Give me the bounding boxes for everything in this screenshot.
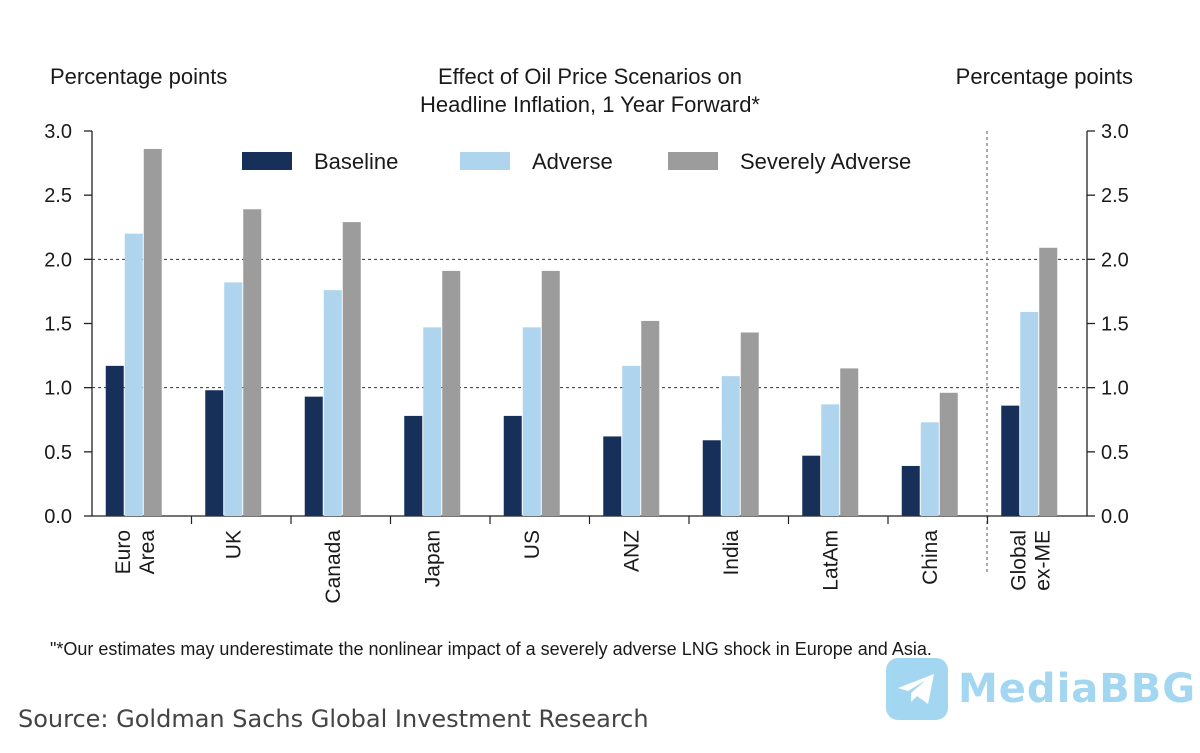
bar-severely-adverse — [939, 392, 958, 516]
category-label: US — [521, 530, 544, 559]
category-label: Canada — [322, 530, 345, 604]
bar-adverse — [423, 327, 442, 516]
bar-adverse — [920, 422, 939, 516]
y-tick-label-right: 0.5 — [1101, 442, 1129, 464]
category-label: LatAm — [819, 530, 842, 591]
bar-baseline — [1001, 405, 1020, 516]
legend-label: Baseline — [314, 149, 398, 174]
legend-swatch — [242, 152, 292, 170]
bar-adverse — [721, 376, 740, 516]
legend-label: Adverse — [532, 149, 613, 174]
category-label: India — [720, 530, 743, 576]
category-label: Global — [1007, 530, 1030, 591]
bar-baseline — [205, 390, 224, 516]
y-tick-label-left: 1.5 — [44, 314, 72, 336]
footnote: "*Our estimates may underestimate the no… — [50, 639, 932, 659]
category-label: China — [919, 530, 942, 585]
y-tick-label-left: 1.0 — [44, 378, 72, 400]
bar-severely-adverse — [740, 332, 759, 516]
bar-baseline — [802, 455, 821, 516]
bar-baseline — [404, 415, 423, 516]
bar-adverse — [622, 365, 641, 516]
watermark: MediaBBG — [886, 658, 1195, 722]
category-label: UK — [222, 530, 245, 559]
bar-adverse — [1020, 311, 1039, 516]
bar-severely-adverse — [442, 270, 461, 516]
bar-severely-adverse — [1039, 247, 1058, 517]
bar-severely-adverse — [541, 270, 560, 516]
chart: Percentage points Percentage points Effect… — [44, 64, 1133, 659]
bar-baseline — [105, 365, 124, 516]
bar-adverse — [224, 282, 243, 516]
watermark-text: MediaBBG — [958, 666, 1197, 712]
bar-adverse — [323, 290, 342, 516]
bar-severely-adverse — [243, 209, 262, 517]
bar-baseline — [304, 396, 323, 516]
chart-title-line: Headline Inflation, 1 Year Forward* — [420, 92, 760, 117]
source-text: Source: Goldman Sachs Global Investment … — [18, 705, 649, 733]
category-label: ANZ — [620, 530, 643, 572]
bar-severely-adverse — [641, 320, 660, 516]
bar-adverse — [124, 233, 143, 516]
bar-baseline — [901, 465, 920, 516]
legend-label: Severely Adverse — [740, 149, 911, 174]
bar-baseline — [702, 440, 721, 516]
y-tick-label-right: 2.0 — [1101, 249, 1129, 271]
chart-title-line: Effect of Oil Price Scenarios on — [438, 64, 742, 89]
y-axis-label-left: Percentage points — [50, 64, 227, 89]
y-tick-label-left: 3.0 — [44, 121, 72, 143]
y-tick-label-right: 1.5 — [1101, 314, 1129, 336]
y-tick-label-left: 0.0 — [44, 506, 72, 528]
y-tick-label-left: 2.5 — [44, 185, 72, 207]
y-tick-label-right: 0.0 — [1101, 506, 1129, 528]
category-label: Euro — [112, 530, 135, 574]
bar-adverse — [821, 404, 840, 516]
category-label: Area — [136, 530, 159, 575]
bar-baseline — [603, 436, 622, 516]
y-tick-label-right: 2.5 — [1101, 185, 1129, 207]
y-axis-label-right: Percentage points — [956, 64, 1133, 89]
bar-severely-adverse — [143, 148, 162, 516]
bar-baseline — [503, 415, 522, 516]
bar-severely-adverse — [342, 222, 361, 516]
category-label: ex-ME — [1031, 530, 1054, 591]
legend-swatch — [460, 152, 510, 170]
y-tick-label-left: 2.0 — [44, 249, 72, 271]
y-tick-label-right: 3.0 — [1101, 121, 1129, 143]
y-tick-label-right: 1.0 — [1101, 378, 1129, 400]
legend-swatch — [668, 152, 718, 170]
bar-severely-adverse — [840, 368, 859, 516]
y-tick-label-left: 0.5 — [44, 442, 72, 464]
category-label: Japan — [421, 530, 444, 587]
telegram-icon — [886, 658, 948, 720]
bar-adverse — [522, 327, 541, 516]
